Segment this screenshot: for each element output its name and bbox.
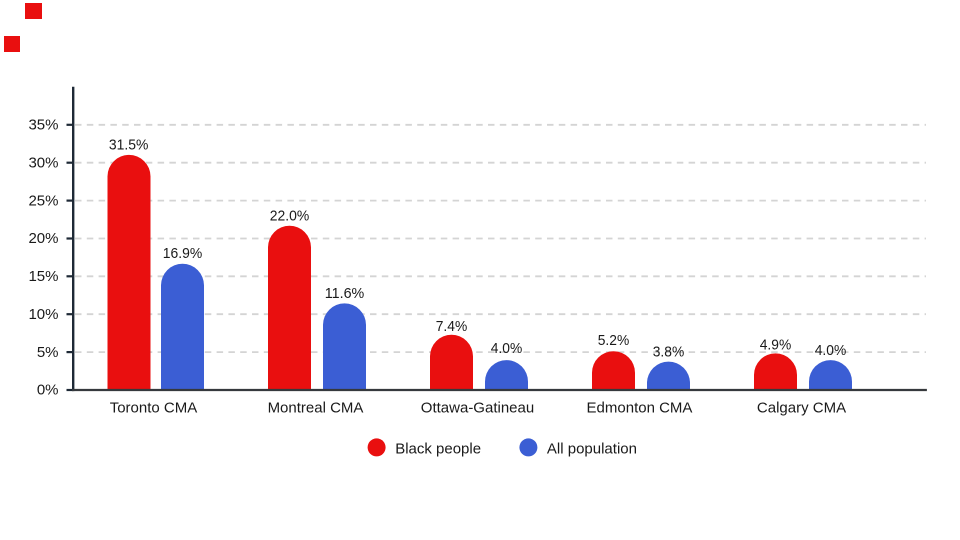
svg-text:Ottawa-Gatineau: Ottawa-Gatineau	[421, 400, 534, 417]
svg-text:5%: 5%	[37, 344, 59, 361]
svg-text:25%: 25%	[28, 192, 58, 209]
svg-text:30%: 30%	[28, 154, 58, 171]
svg-text:16.9%: 16.9%	[163, 245, 203, 262]
svg-text:22.0%: 22.0%	[270, 208, 310, 225]
svg-text:5.2%: 5.2%	[598, 332, 630, 349]
svg-text:All population: All population	[547, 441, 637, 458]
svg-text:Toronto CMA: Toronto CMA	[110, 400, 198, 417]
svg-text:35%: 35%	[28, 117, 58, 134]
svg-text:10%: 10%	[28, 306, 58, 323]
svg-text:4.9%: 4.9%	[760, 337, 792, 354]
svg-text:20%: 20%	[28, 230, 58, 247]
svg-text:Calgary CMA: Calgary CMA	[757, 400, 846, 417]
svg-text:Black people: Black people	[395, 441, 481, 458]
svg-text:Edmonton CMA: Edmonton CMA	[587, 400, 693, 417]
svg-text:0%: 0%	[37, 382, 59, 399]
svg-text:31.5%: 31.5%	[109, 136, 149, 153]
svg-text:11.6%: 11.6%	[325, 285, 365, 302]
svg-text:7.4%: 7.4%	[436, 318, 468, 335]
svg-text:15%: 15%	[28, 268, 58, 285]
svg-text:4.0%: 4.0%	[491, 340, 523, 357]
svg-text:3.8%: 3.8%	[653, 344, 685, 361]
svg-text:Montreal CMA: Montreal CMA	[268, 400, 364, 417]
svg-text:4.0%: 4.0%	[815, 342, 847, 359]
